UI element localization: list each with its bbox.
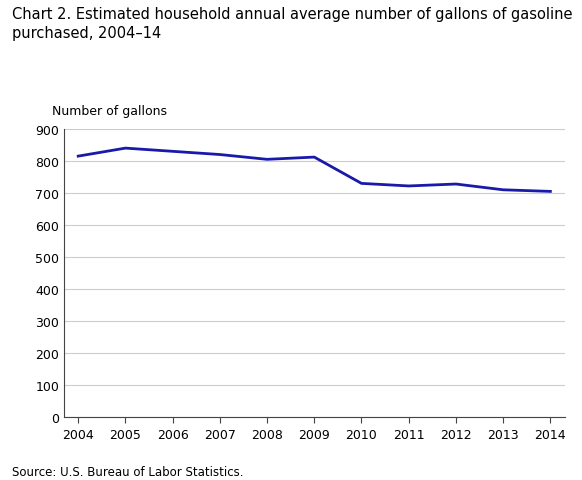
Text: Chart 2. Estimated household annual average number of gallons of gasoline: Chart 2. Estimated household annual aver… [12,7,572,22]
Text: purchased, 2004–14: purchased, 2004–14 [12,26,161,41]
Text: Number of gallons: Number of gallons [52,105,168,118]
Text: Source: U.S. Bureau of Labor Statistics.: Source: U.S. Bureau of Labor Statistics. [12,465,243,478]
